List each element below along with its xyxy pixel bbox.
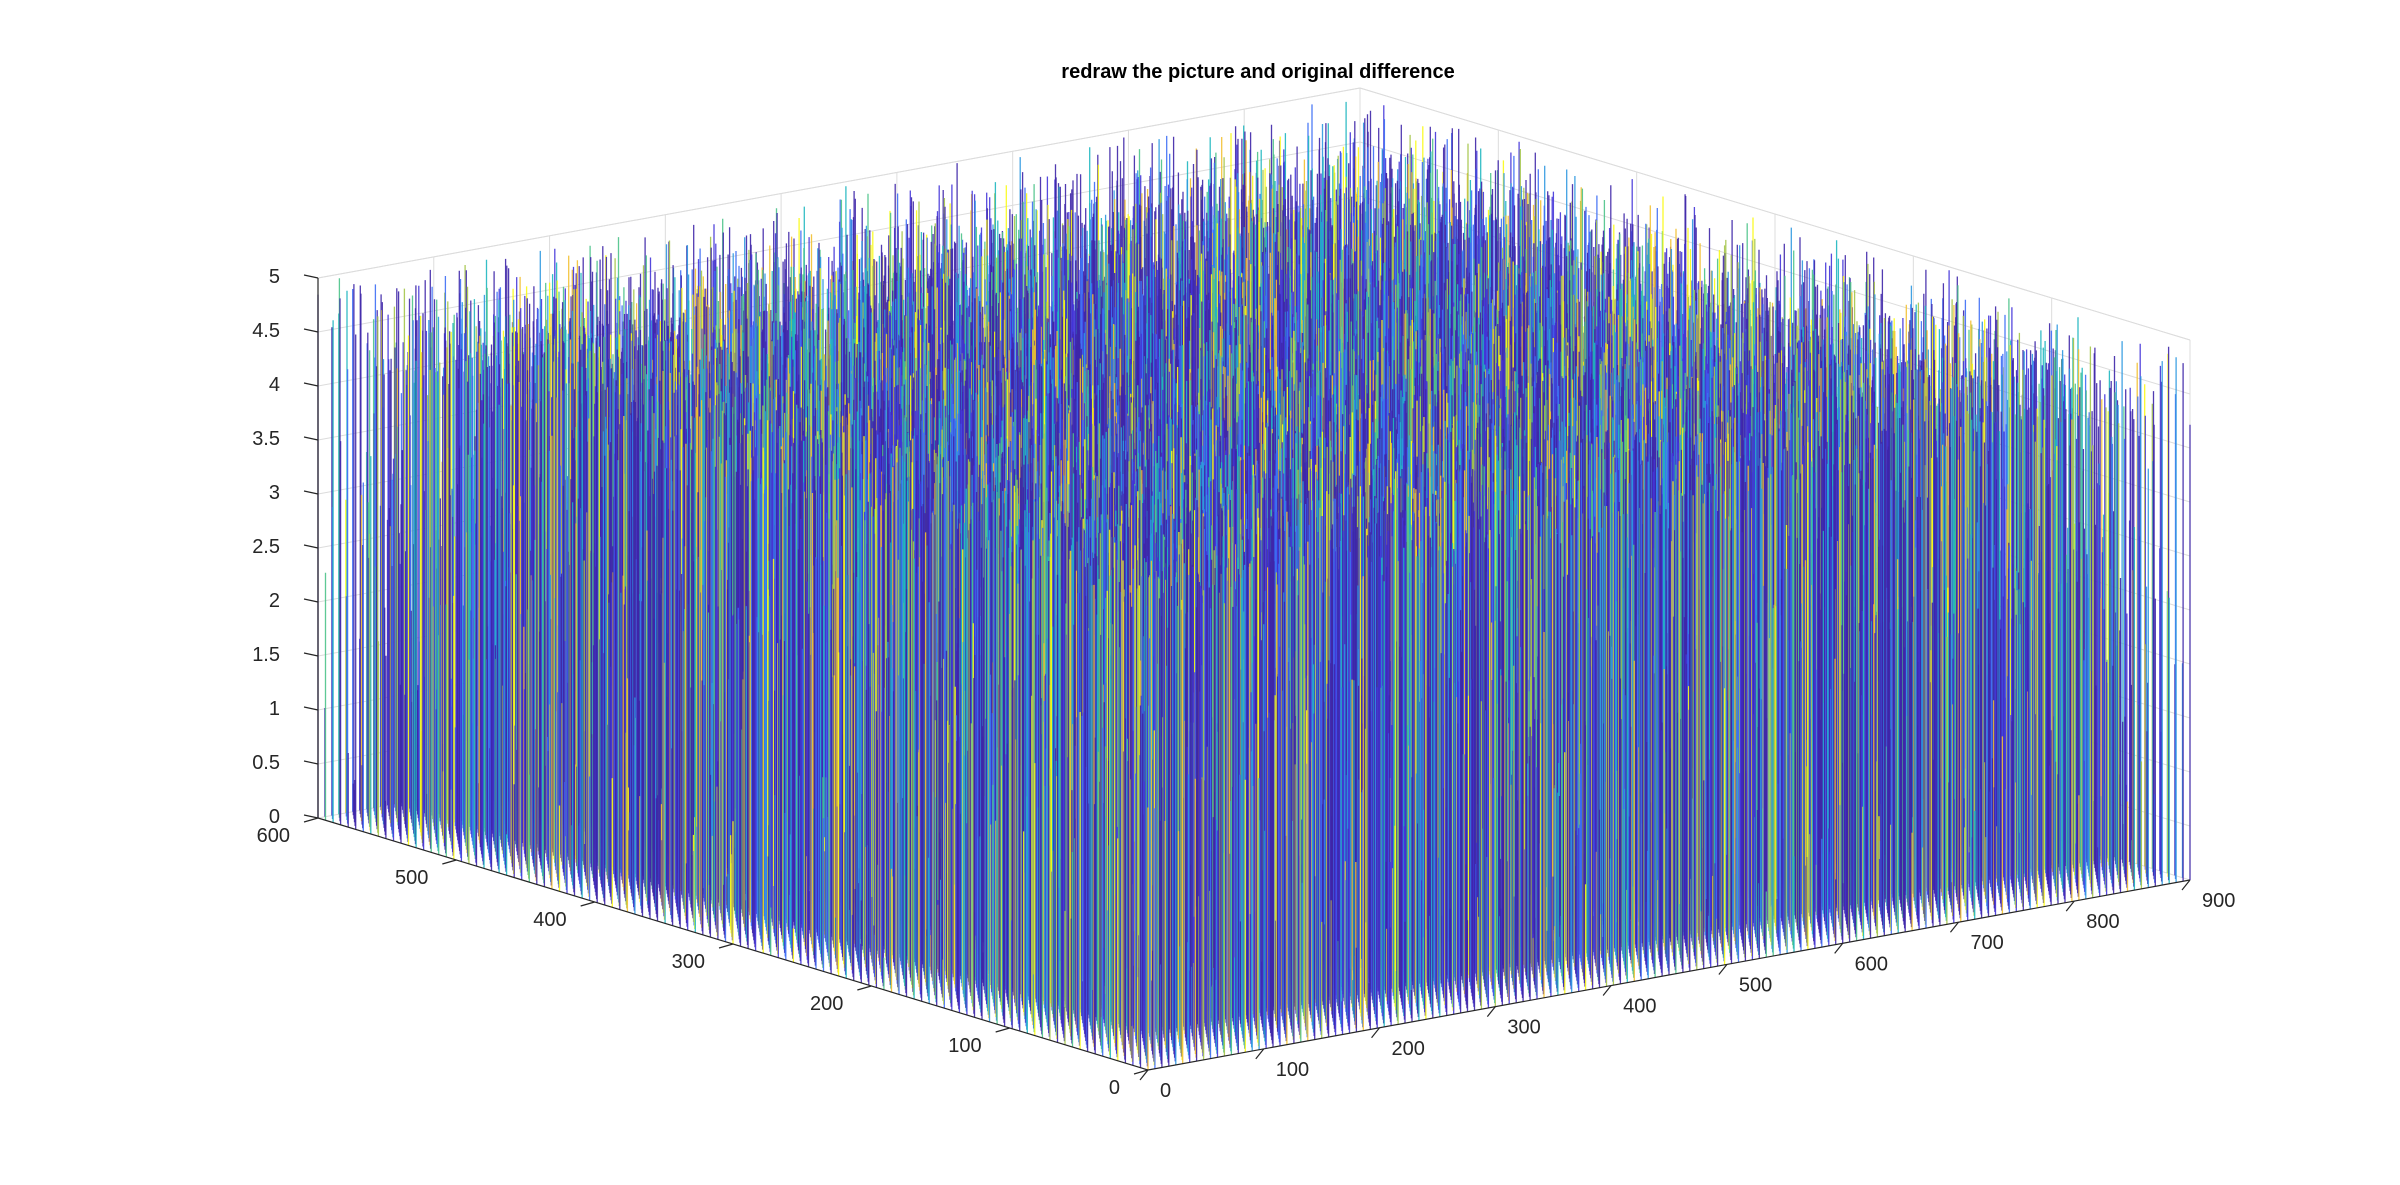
grid-line <box>317 87 1361 279</box>
chart-title: redraw the picture and original differen… <box>1061 61 1454 83</box>
grid-line <box>1359 87 2191 341</box>
surface-spikes <box>317 101 2191 1070</box>
